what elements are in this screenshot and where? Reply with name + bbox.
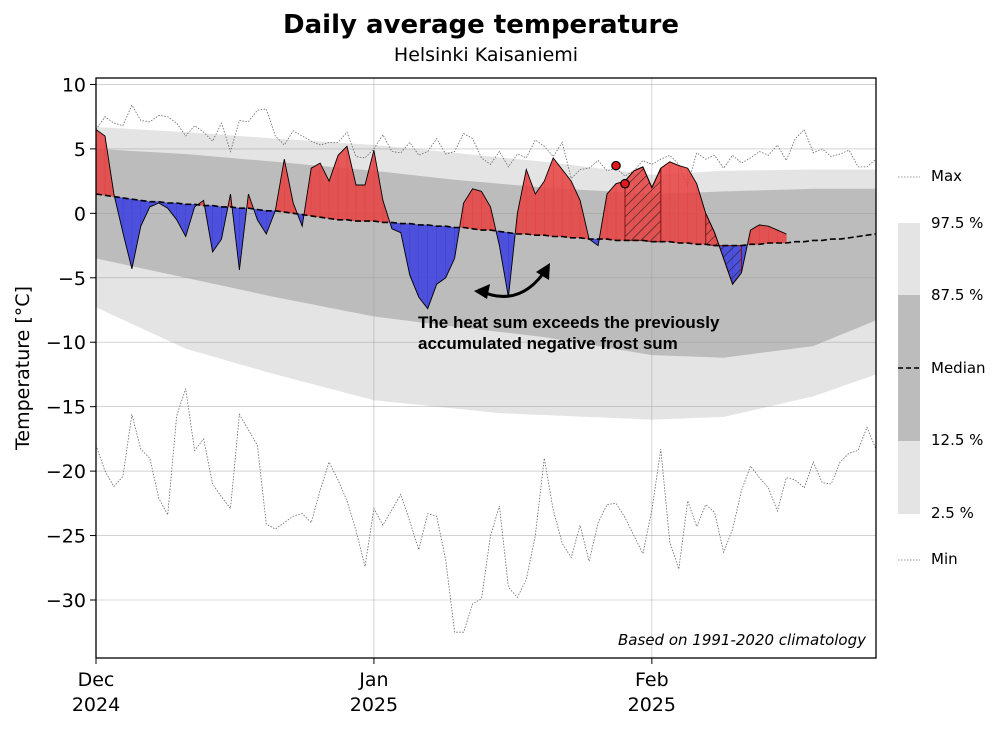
y-tick-label: 10 [62, 74, 86, 96]
legend: Max 97.5 % 87.5 % Median 12.5 % 2.5 % Mi… [898, 167, 986, 568]
y-axis-label: Temperature [°C] [12, 286, 34, 451]
y-tick-label: −10 [46, 332, 86, 354]
warm-anomaly-fill [669, 161, 679, 244]
legend-p87-5-label: 87.5 % [931, 286, 983, 304]
record-high-marker [620, 178, 630, 189]
warm-anomaly-fill [96, 129, 106, 196]
warm-anomaly-fill [759, 224, 769, 245]
y-tick-label: 5 [74, 139, 86, 161]
y-tick-label: −20 [46, 461, 86, 483]
chart-title: Daily average temperature [283, 10, 679, 40]
legend-outer-band-bottom [898, 441, 920, 514]
warm-anomaly-fill [660, 161, 670, 242]
plot-area [96, 78, 876, 658]
x-tick-label-month: Jan [358, 669, 388, 691]
observed-temperature-line [96, 129, 787, 310]
annotation: The heat sum exceeds the previously accu… [418, 263, 720, 353]
warm-anomaly-fill [615, 180, 626, 241]
warm-anomaly-fill [472, 188, 482, 231]
y-tick-label: −25 [46, 526, 86, 548]
warm-anomaly-fill [553, 157, 563, 237]
record-max-line [96, 104, 876, 187]
annotation-arrowhead-left [474, 284, 490, 299]
x-tick-label-year: 2025 [350, 694, 398, 716]
record-min-line [96, 388, 876, 633]
warm-anomaly-fill [355, 184, 366, 222]
warm-anomaly-fill [337, 145, 348, 220]
chart-subtitle: Helsinki Kaisaniemi [394, 44, 578, 66]
y-tick-label: −15 [46, 397, 86, 419]
legend-max-label: Max [931, 167, 962, 185]
x-tick-label-month: Dec [78, 669, 115, 691]
annotation-line1: The heat sum exceeds the previously [418, 313, 720, 332]
legend-min-label: Min [931, 550, 958, 568]
y-tick-label: 0 [74, 203, 86, 225]
legend-median-label: Median [931, 359, 986, 377]
legend-outer-band-top [898, 223, 920, 295]
axes: 10 5 0 −5 −10 −15 −20 −25 −30 Dec 2024 Jan 2025 Feb 20… [46, 74, 877, 716]
record-high-marker [611, 160, 621, 171]
x-tick-label-month: Feb [635, 669, 669, 691]
warm-anomaly-fill [633, 166, 644, 241]
median-line [96, 193, 876, 247]
y-tick-label: −5 [58, 268, 86, 290]
cold-anomaly-fill [418, 224, 428, 310]
legend-p12-5-label: 12.5 % [931, 431, 983, 449]
legend-p97-5-label: 97.5 % [931, 214, 983, 232]
x-tick-label-year: 2024 [72, 694, 120, 716]
x-tick-label-year: 2025 [628, 694, 676, 716]
annotation-arrowhead-right [536, 263, 550, 280]
plot-frame [95, 77, 877, 659]
cold-anomaly-fill [436, 226, 446, 285]
annotation-line2: accumulated negative frost sum [418, 334, 678, 353]
warm-anomaly-fill [310, 162, 321, 218]
warm-anomaly-fill [678, 165, 688, 244]
y-tick-label: −30 [46, 590, 86, 612]
climatology-footnote: Based on 1991-2020 climatology [618, 631, 867, 649]
legend-p2-5-label: 2.5 % [931, 504, 974, 522]
